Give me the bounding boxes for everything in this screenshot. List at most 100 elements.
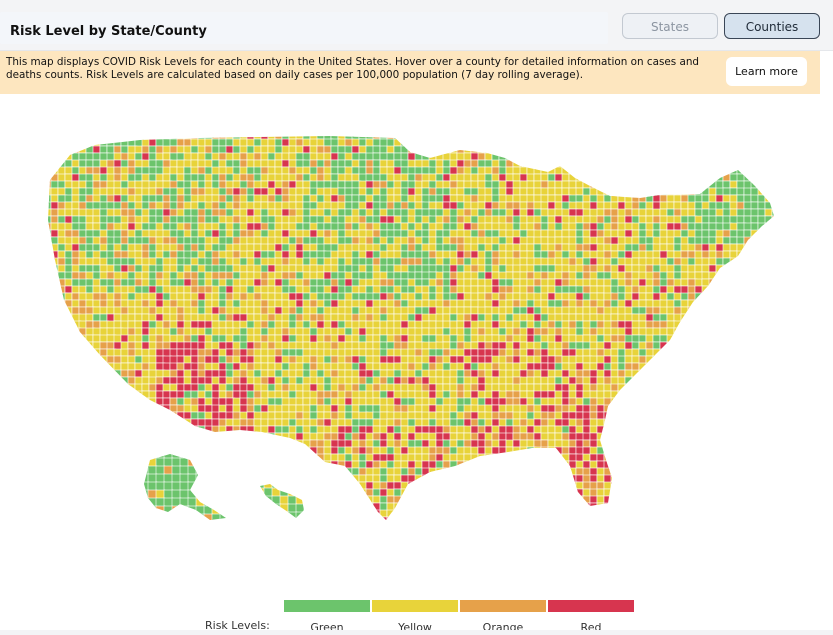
county-cell[interactable] [673, 166, 682, 175]
county-cell[interactable] [92, 376, 101, 385]
county-cell[interactable] [554, 194, 563, 203]
county-cell[interactable] [393, 278, 402, 287]
county-cell[interactable] [120, 243, 129, 252]
county-cell[interactable] [568, 376, 577, 385]
county-cell[interactable] [113, 446, 122, 457]
county-cell[interactable] [722, 299, 731, 308]
county-cell[interactable] [736, 411, 745, 420]
county-cell[interactable] [183, 411, 192, 420]
county-cell[interactable] [463, 341, 472, 350]
county-cell[interactable] [722, 369, 731, 380]
county-cell[interactable] [779, 405, 788, 412]
county-cell[interactable] [120, 229, 129, 238]
county-cell[interactable] [687, 306, 696, 315]
county-cell[interactable] [435, 243, 444, 252]
county-cell[interactable] [701, 355, 710, 366]
county-cell[interactable] [190, 348, 199, 357]
county-cell[interactable] [624, 278, 633, 287]
county-cell[interactable] [589, 341, 598, 350]
county-cell[interactable] [477, 355, 486, 364]
county-cell[interactable] [743, 243, 754, 252]
county-cell[interactable] [603, 187, 614, 196]
county-cell[interactable] [302, 411, 311, 420]
county-cell[interactable] [239, 453, 248, 462]
county-cell[interactable] [218, 243, 227, 252]
county-cell[interactable] [162, 187, 171, 196]
county-cell[interactable] [736, 418, 745, 427]
county-cell[interactable] [113, 453, 124, 462]
county-cell[interactable] [71, 271, 80, 280]
county-cell[interactable] [197, 425, 206, 436]
county-cell[interactable] [498, 278, 507, 287]
county-cell[interactable] [302, 208, 311, 217]
county-cell[interactable] [498, 187, 507, 196]
county-cell[interactable] [449, 383, 458, 392]
county-cell[interactable] [750, 257, 759, 266]
county-cell[interactable] [708, 145, 719, 154]
county-cell[interactable] [260, 383, 269, 392]
county-cell[interactable] [232, 425, 241, 434]
county-cell[interactable] [470, 278, 479, 287]
county-cell[interactable] [491, 376, 500, 385]
county-cell[interactable] [512, 446, 521, 455]
county-cell[interactable] [652, 341, 661, 350]
county-cell[interactable] [722, 453, 733, 462]
county-cell[interactable] [624, 243, 633, 252]
county-cell[interactable] [99, 229, 108, 238]
county-cell[interactable] [610, 222, 619, 231]
county-cell[interactable] [610, 432, 619, 441]
county-cell[interactable] [435, 173, 444, 182]
county-cell[interactable] [267, 327, 276, 336]
county-cell[interactable] [750, 334, 759, 343]
county-cell[interactable] [736, 236, 745, 245]
county-cell[interactable] [386, 376, 395, 385]
county-cell[interactable] [57, 460, 68, 471]
county-cell[interactable] [687, 243, 696, 252]
county-cell[interactable] [337, 327, 346, 336]
county-cell[interactable] [71, 138, 82, 147]
county-cell[interactable] [414, 187, 423, 196]
county-cell[interactable] [708, 138, 719, 147]
county-cell[interactable] [407, 299, 416, 308]
county-cell[interactable] [64, 348, 75, 357]
county-cell[interactable] [477, 271, 486, 280]
county-cell[interactable] [211, 432, 220, 441]
county-cell[interactable] [687, 369, 696, 380]
county-cell[interactable] [127, 306, 136, 315]
county-cell[interactable] [162, 404, 171, 415]
county-cell[interactable] [281, 446, 290, 457]
county-cell[interactable] [134, 145, 143, 154]
county-cell[interactable] [127, 236, 136, 245]
county-cell[interactable] [288, 320, 297, 329]
county-cell[interactable] [197, 229, 206, 238]
county-cell[interactable] [449, 376, 458, 385]
county-cell[interactable] [491, 145, 500, 154]
county-cell[interactable] [99, 411, 108, 420]
county-cell[interactable] [372, 327, 381, 336]
county-cell[interactable] [554, 229, 563, 238]
county-cell[interactable] [519, 152, 528, 163]
county-cell[interactable] [575, 425, 584, 434]
county-cell[interactable] [260, 278, 269, 287]
county-cell[interactable] [659, 173, 668, 182]
county-cell[interactable] [617, 362, 626, 371]
county-cell[interactable] [78, 334, 87, 343]
county-cell[interactable] [547, 166, 556, 175]
county-cell[interactable] [652, 320, 661, 329]
county-cell[interactable] [85, 390, 94, 399]
county-cell[interactable] [463, 369, 472, 378]
county-cell[interactable] [694, 411, 705, 420]
county-cell[interactable] [92, 215, 101, 224]
county-cell[interactable] [519, 383, 528, 392]
county-cell[interactable] [204, 446, 213, 455]
county-cell[interactable] [771, 208, 779, 217]
county-cell[interactable] [386, 145, 395, 154]
county-cell[interactable] [575, 215, 584, 224]
county-cell[interactable] [442, 173, 451, 182]
county-cell[interactable] [449, 341, 458, 350]
county-cell[interactable] [64, 334, 75, 343]
county-cell[interactable] [351, 334, 360, 343]
county-cell[interactable] [351, 292, 360, 301]
county-cell[interactable] [771, 334, 781, 345]
county-cell[interactable] [652, 173, 661, 182]
